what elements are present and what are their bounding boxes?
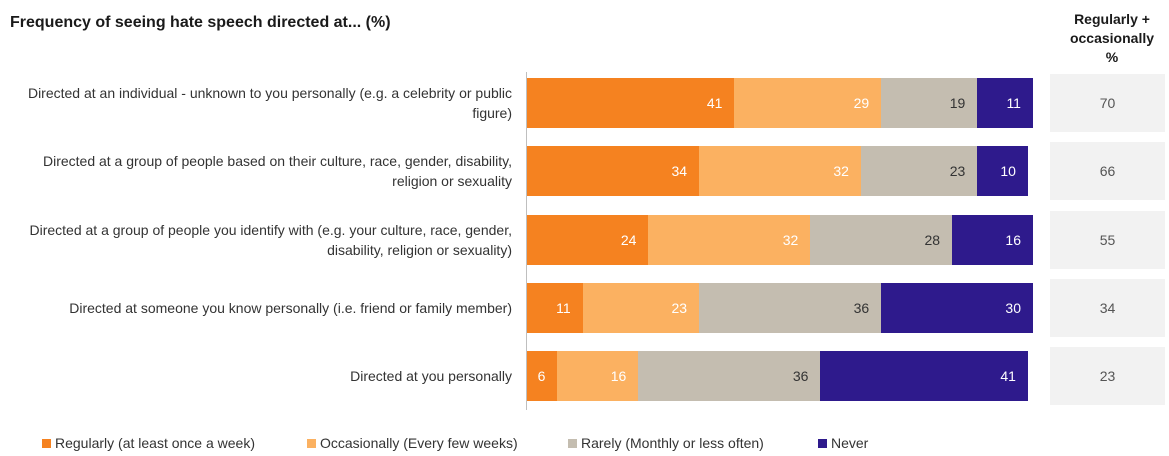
bar-segment — [881, 78, 978, 128]
legend-swatch — [42, 439, 51, 448]
bar-segment — [527, 78, 735, 128]
bar-segment — [527, 214, 649, 265]
chart-title: Frequency of seeing hate speech directed… — [10, 14, 391, 31]
value-label: 34 — [671, 163, 688, 180]
value-label: 23 — [671, 299, 688, 316]
legend-label: Never — [831, 435, 869, 451]
bar-segment — [527, 146, 700, 197]
bar-segment — [810, 214, 953, 265]
side-value: 23 — [1050, 347, 1165, 406]
side-value: 55 — [1050, 210, 1165, 269]
bar-segment — [557, 351, 639, 402]
category-label: Directed at a group of people you identi… — [29, 221, 512, 258]
value-label: 36 — [792, 368, 809, 385]
value-label: 19 — [949, 95, 966, 111]
value-label: 36 — [853, 299, 870, 316]
value-label: 28 — [924, 231, 941, 248]
bar-segment — [699, 146, 861, 197]
legend-swatch — [818, 439, 827, 448]
category-label: Directed at an individual - unknown to y… — [27, 85, 512, 121]
side-value: 66 — [1050, 142, 1165, 201]
category-axis — [526, 72, 527, 410]
side-column-title: Regularly + occasionally % — [1069, 11, 1155, 65]
bar-segment — [699, 282, 882, 333]
value-label: 23 — [949, 163, 966, 180]
category-label: Directed at you personally — [350, 368, 512, 385]
bar-segment — [734, 78, 882, 128]
category-label: Directed at someone you know personally … — [69, 299, 512, 316]
bar-segment — [860, 146, 978, 197]
legend-swatch — [568, 439, 577, 448]
legend-label: Regularly (at least once a week) — [55, 435, 255, 451]
bar-segment — [977, 146, 1028, 197]
bar-segment — [648, 214, 811, 265]
side-value: 70 — [1050, 74, 1165, 132]
bar-segment — [977, 78, 1033, 128]
value-label: 30 — [1005, 299, 1021, 316]
value-label: 10 — [1000, 163, 1016, 180]
value-label: 32 — [782, 231, 799, 248]
value-label: 16 — [610, 368, 627, 385]
bar-segment — [582, 282, 700, 333]
legend-label: Occasionally (Every few weeks) — [320, 435, 518, 451]
value-label: 32 — [833, 163, 849, 180]
value-label: 29 — [853, 95, 870, 111]
bar-segment — [881, 282, 1033, 333]
legend-swatch — [307, 439, 316, 448]
bar-segment — [820, 351, 1028, 402]
value-label: 41 — [706, 95, 723, 111]
value-label: 6 — [537, 368, 546, 385]
value-label: 16 — [1005, 231, 1021, 248]
bar-segment — [527, 351, 558, 402]
category-label: Directed at a group of people based on t… — [42, 153, 512, 190]
bar-segment — [638, 351, 821, 402]
value-label: 24 — [620, 231, 637, 248]
value-label: 41 — [1000, 368, 1016, 385]
side-value: 34 — [1050, 278, 1165, 337]
bar-segment — [952, 214, 1033, 265]
value-label: 11 — [556, 299, 571, 316]
value-label: 11 — [1006, 95, 1021, 111]
legend-label: Rarely (Monthly or less often) — [581, 435, 764, 451]
bar-segment — [527, 282, 583, 333]
